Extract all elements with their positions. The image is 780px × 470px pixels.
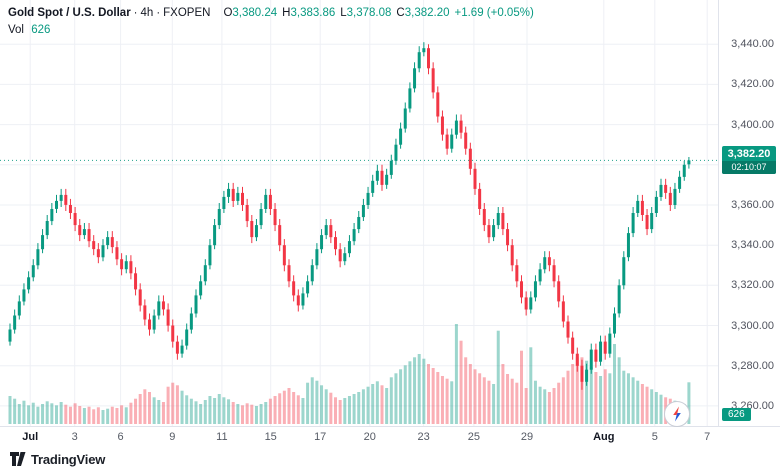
x-axis-label[interactable]: Jul [22, 431, 39, 443]
tradingview-logo[interactable]: TradingView [10, 452, 105, 467]
tradingview-logo-text: TradingView [31, 451, 106, 467]
chart-plot-area[interactable] [0, 0, 718, 426]
volume-label[interactable]: Vol [8, 24, 24, 36]
open-label: O [223, 7, 233, 19]
lightning-bolt-icon [673, 406, 681, 422]
low-label: L [340, 7, 347, 19]
x-axis-label[interactable]: 23 [417, 431, 430, 443]
close-label: C [396, 7, 405, 19]
y-axis-label: 3,320.00 [731, 279, 774, 292]
bar-countdown: 02:10:07 [722, 161, 776, 174]
high-label: H [282, 7, 291, 19]
chart-legend: Gold Spot / U.S. Dollar · 4h · FXOPEN O3,380.… [8, 6, 534, 38]
y-axis-label: 3,340.00 [731, 239, 774, 252]
y-axis-label: 3,300.00 [731, 319, 774, 332]
volume-bars [8, 324, 691, 424]
y-axis-label: 3,400.00 [731, 118, 774, 131]
x-axis-label[interactable]: 11 [216, 431, 228, 443]
time-axis[interactable]: Jul 3 6 9 11 15 17 20 23 25 29 Aug 5 7 [0, 426, 780, 449]
last-price-tag[interactable]: 3,382.20 02:10:07 [722, 146, 776, 174]
x-axis-label[interactable]: 29 [520, 431, 534, 443]
broker-bolt-button[interactable] [664, 401, 690, 427]
x-axis-label[interactable]: 6 [117, 431, 124, 443]
last-price-value: 3,382.20 [727, 148, 771, 160]
x-axis-label[interactable]: 5 [651, 431, 658, 443]
x-axis-label[interactable]: 7 [704, 431, 711, 443]
x-axis-label[interactable]: Aug [593, 431, 615, 443]
exchange-label: FXOPEN [163, 7, 211, 19]
legend-line-1: Gold Spot / U.S. Dollar · 4h · FXOPEN O3,380.… [8, 6, 534, 21]
gridlines [0, 0, 718, 426]
open-value: 3,380.24 [232, 7, 278, 19]
close-value: 3,382.20 [404, 7, 450, 19]
ohlc-values: O3,380.24 H3,383.86 L3,378.08 C3,382.20 [218, 7, 449, 19]
symbol-name[interactable]: Gold Spot / U.S. Dollar [8, 7, 131, 19]
x-axis-label[interactable]: 9 [169, 431, 176, 443]
low-value: 3,378.08 [346, 7, 392, 19]
x-axis-label[interactable]: 3 [71, 431, 78, 443]
separator: · [133, 7, 138, 19]
volume-axis-badge: 626 [722, 408, 751, 421]
x-axis-label[interactable]: 20 [363, 431, 376, 443]
interval-label[interactable]: 4h [140, 7, 154, 19]
candlestick-plot[interactable] [0, 0, 718, 426]
x-axis-label[interactable]: 15 [264, 431, 277, 443]
y-axis-label: 3,360.00 [731, 199, 774, 211]
y-axis-label: 3,420.00 [731, 78, 774, 91]
x-axis-label[interactable]: 17 [314, 431, 327, 443]
y-axis-label: 3,440.00 [731, 38, 774, 51]
price-axis[interactable]: 3,382.20 02:10:07 626 3,440.00 3,420.00 3,… [718, 0, 780, 426]
tradingview-mark-icon [10, 452, 26, 466]
y-axis-label: 3,280.00 [731, 359, 774, 372]
change-value: +1.69 (+0.05%) [454, 7, 534, 19]
legend-volume-line: Vol 626 [8, 23, 534, 38]
candles [8, 42, 691, 390]
high-value: 3,383.86 [290, 7, 336, 19]
volume-value: 626 [31, 24, 51, 36]
footer-bar: TradingView [0, 448, 780, 470]
separator: · [156, 7, 161, 19]
x-axis-label[interactable]: 25 [467, 431, 481, 443]
